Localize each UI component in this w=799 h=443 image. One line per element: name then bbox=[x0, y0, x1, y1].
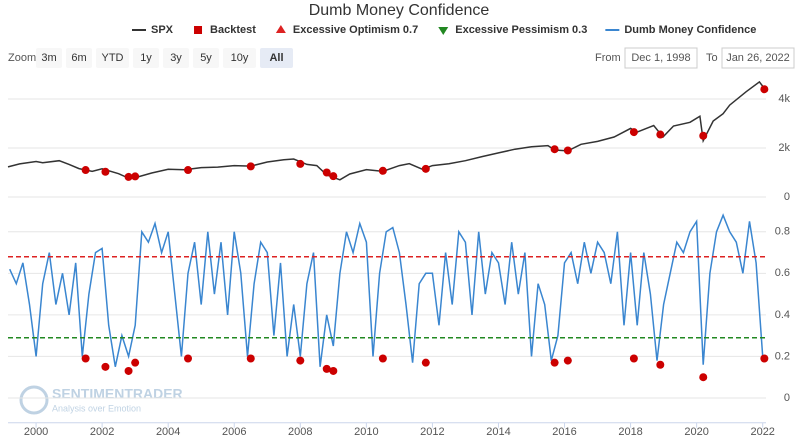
backtest-point bbox=[699, 373, 708, 382]
zoom-button[interactable] bbox=[96, 48, 129, 68]
backtest-point bbox=[296, 159, 305, 168]
zoom-button[interactable] bbox=[66, 48, 92, 68]
legend-label: Backtest bbox=[210, 24, 256, 36]
x-tick-label: 2010 bbox=[354, 426, 378, 438]
watermark-text: SENTIMENTRADER bbox=[52, 386, 183, 402]
zoom-button-label[interactable]: 1y bbox=[140, 52, 152, 64]
from-input[interactable] bbox=[624, 47, 698, 69]
backtest-point bbox=[656, 360, 665, 369]
chart-title: Dumb Money Confidence bbox=[309, 2, 490, 19]
y2-tick-label: 0.4 bbox=[775, 309, 790, 321]
watermark-tagline: Analysis over Emotion bbox=[52, 403, 141, 413]
line bbox=[7, 80, 766, 181]
backtest-point bbox=[81, 354, 90, 363]
zoom-button-label[interactable]: YTD bbox=[102, 52, 124, 64]
zoom-label: Zoom bbox=[8, 52, 36, 64]
backtest-point bbox=[246, 354, 255, 363]
zoom-button-label[interactable]: 3m bbox=[41, 52, 56, 64]
x-tick-label: 2022 bbox=[750, 426, 774, 438]
backtest-point bbox=[124, 172, 133, 181]
backtest-point bbox=[378, 354, 387, 363]
zoom-button[interactable] bbox=[260, 48, 293, 68]
legend-item: Excessive Pessimism 0.3 bbox=[438, 24, 587, 36]
legend-symbol bbox=[438, 27, 449, 35]
backtest-point bbox=[563, 146, 572, 155]
to-input[interactable] bbox=[721, 47, 795, 69]
zoom-button-label[interactable]: 10y bbox=[231, 52, 249, 64]
zoom-button[interactable] bbox=[193, 48, 219, 68]
backtest-point bbox=[184, 354, 193, 363]
x-tick-label: 2002 bbox=[90, 426, 114, 438]
backtest-point bbox=[101, 362, 110, 371]
backtest-point bbox=[131, 172, 140, 181]
backtest-point bbox=[629, 354, 638, 363]
y-tick-label: 2k bbox=[778, 142, 790, 154]
legend-symbol bbox=[194, 26, 203, 34]
backtest-point bbox=[329, 172, 338, 181]
backtest-point bbox=[760, 354, 769, 363]
y2-tick-label: 0.2 bbox=[775, 350, 790, 362]
backtest-point bbox=[131, 358, 140, 367]
x-tick-label: 2014 bbox=[486, 426, 510, 438]
legend-item: Excessive Optimism 0.7 bbox=[275, 24, 418, 36]
backtest-point bbox=[699, 131, 708, 140]
legend-label: Dumb Money Confidence bbox=[624, 24, 756, 36]
backtest-point bbox=[629, 128, 638, 137]
y2-tick-label: 0.8 bbox=[775, 226, 790, 238]
y2-tick-label: 0 bbox=[784, 392, 790, 404]
backtest-point bbox=[760, 85, 769, 94]
zoom-button-label[interactable]: 3y bbox=[170, 52, 182, 64]
from-label: From bbox=[595, 52, 621, 64]
backtest-point bbox=[550, 145, 559, 154]
backtest-point bbox=[246, 162, 255, 171]
y-tick-label: 4k bbox=[778, 93, 790, 105]
line bbox=[9, 213, 764, 367]
zoom-button-label[interactable]: All bbox=[269, 52, 283, 64]
legend-item: Backtest bbox=[194, 24, 256, 36]
watermark-logo bbox=[19, 385, 49, 415]
backtest-point bbox=[656, 130, 665, 139]
legend-label: Excessive Optimism 0.7 bbox=[293, 24, 418, 36]
legend-item: Dumb Money Confidence bbox=[605, 24, 756, 36]
backtest-point bbox=[378, 166, 387, 175]
x-tick-label: 2020 bbox=[684, 426, 708, 438]
y-tick-label: 0 bbox=[784, 191, 790, 203]
legend-item: SPX bbox=[132, 24, 174, 36]
legend-symbol bbox=[275, 25, 286, 33]
legend-label: SPX bbox=[151, 24, 174, 36]
backtest-point bbox=[322, 364, 331, 373]
x-tick-label: 2012 bbox=[420, 426, 444, 438]
to-date[interactable]: Jan 26, 2022 bbox=[726, 52, 790, 64]
zoom-button[interactable] bbox=[163, 48, 189, 68]
x-tick-label: 2008 bbox=[288, 426, 312, 438]
from-date[interactable]: Dec 1, 1998 bbox=[631, 52, 690, 64]
x-tick-label: 2006 bbox=[222, 426, 246, 438]
x-tick-label: 2016 bbox=[552, 426, 576, 438]
backtest-point bbox=[101, 167, 110, 176]
legend-label: Excessive Pessimism 0.3 bbox=[455, 24, 587, 36]
backtest-point bbox=[329, 366, 338, 375]
backtest-point bbox=[550, 358, 559, 367]
x-tick-label: 2000 bbox=[24, 426, 48, 438]
zoom-button[interactable] bbox=[36, 48, 62, 68]
zoom-button-label[interactable]: 6m bbox=[71, 52, 86, 64]
zoom-button[interactable] bbox=[133, 48, 159, 68]
backtest-point bbox=[124, 366, 133, 375]
zoom-button[interactable] bbox=[223, 48, 256, 68]
x-tick-label: 2004 bbox=[156, 426, 180, 438]
to-label: To bbox=[706, 52, 718, 64]
backtest-point bbox=[421, 358, 430, 367]
backtest-point bbox=[184, 166, 193, 175]
backtest-point bbox=[421, 164, 430, 173]
backtest-point bbox=[322, 168, 331, 177]
zoom-button-label[interactable]: 5y bbox=[200, 52, 212, 64]
backtest-point bbox=[563, 356, 572, 365]
y2-tick-label: 0.6 bbox=[775, 267, 790, 279]
backtest-point bbox=[296, 356, 305, 365]
x-tick-label: 2018 bbox=[618, 426, 642, 438]
backtest-point bbox=[81, 166, 90, 175]
watermark: SENTIMENTRADER Analysis over Emotion bbox=[19, 385, 183, 415]
